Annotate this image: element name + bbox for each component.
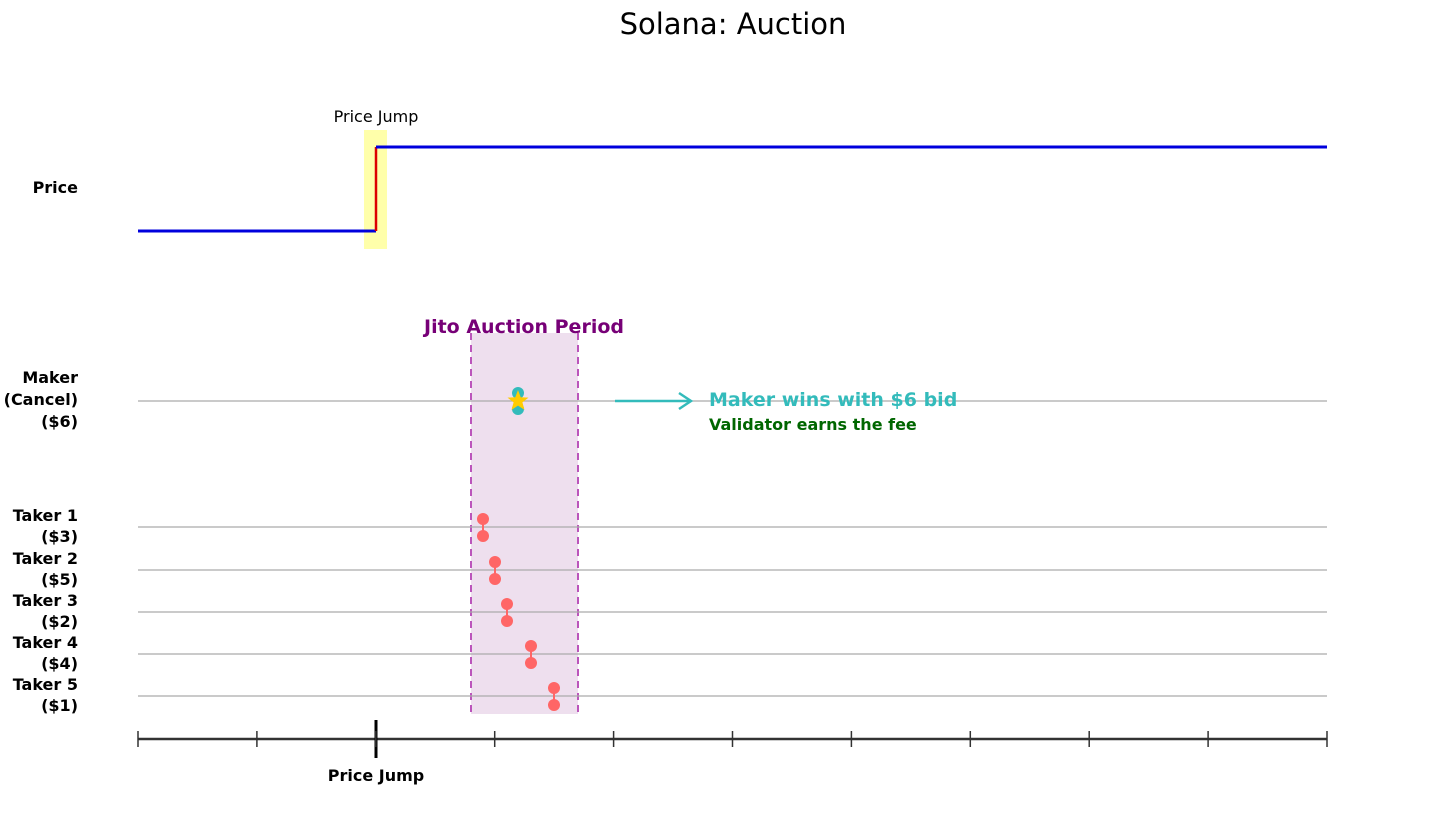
taker-row: Taker 2 ($5) [13,549,1327,589]
auction-period-label: Jito Auction Period [422,316,624,338]
taker-marker-bottom [489,573,501,585]
auction-period: Jito Auction Period [422,316,624,714]
maker-wins-text: Maker wins with $6 bid [709,389,957,411]
taker-name-label: Taker 5 [13,675,78,694]
taker-marker-bottom [501,615,513,627]
taker-marker-bottom [548,699,560,711]
taker-row: Taker 5 ($1) [13,675,1327,715]
taker-name-label: Taker 4 [13,633,78,652]
taker-bid-label: ($3) [41,527,78,546]
taker-marker-top [525,640,537,652]
taker-rows: Taker 1 ($3) Taker 2 ($5) Taker 3 ($2) Taker 4… [13,506,1327,715]
maker-label-line-1: Maker [22,368,78,387]
price-jump-top-label: Price Jump [334,107,419,126]
taker-name-label: Taker 2 [13,549,78,568]
maker-row: Maker (Cancel) ($6) Maker wins with $6 b… [4,368,1327,434]
taker-bid-label: ($2) [41,612,78,631]
taker-marker-top [477,513,489,525]
taker-row: Taker 1 ($3) [13,506,1327,546]
time-axis: Price Jump [137,720,1328,785]
winner-star-icon [507,390,529,410]
maker-label-line-2: (Cancel) [4,390,78,409]
validator-fee-text: Validator earns the fee [709,415,917,434]
taker-marker-top [501,598,513,610]
maker-arrow-head [678,391,694,411]
price-panel: Price Jump Price [33,107,1327,249]
axis-jump-label: Price Jump [328,766,424,785]
diagram-title: Solana: Auction [620,7,847,41]
taker-bid-label: ($1) [41,696,78,715]
taker-row: Taker 4 ($4) [13,633,1327,673]
taker-row: Taker 3 ($2) [13,591,1327,631]
taker-marker-bottom [525,657,537,669]
auction-period-box [471,333,578,714]
taker-bid-label: ($5) [41,570,78,589]
taker-name-label: Taker 3 [13,591,78,610]
taker-bid-label: ($4) [41,654,78,673]
taker-name-label: Taker 1 [13,506,78,525]
taker-marker-top [548,682,560,694]
taker-marker-bottom [477,530,489,542]
price-row-label: Price [33,178,79,197]
taker-marker-top [489,556,501,568]
maker-label-line-3: ($6) [41,412,78,431]
